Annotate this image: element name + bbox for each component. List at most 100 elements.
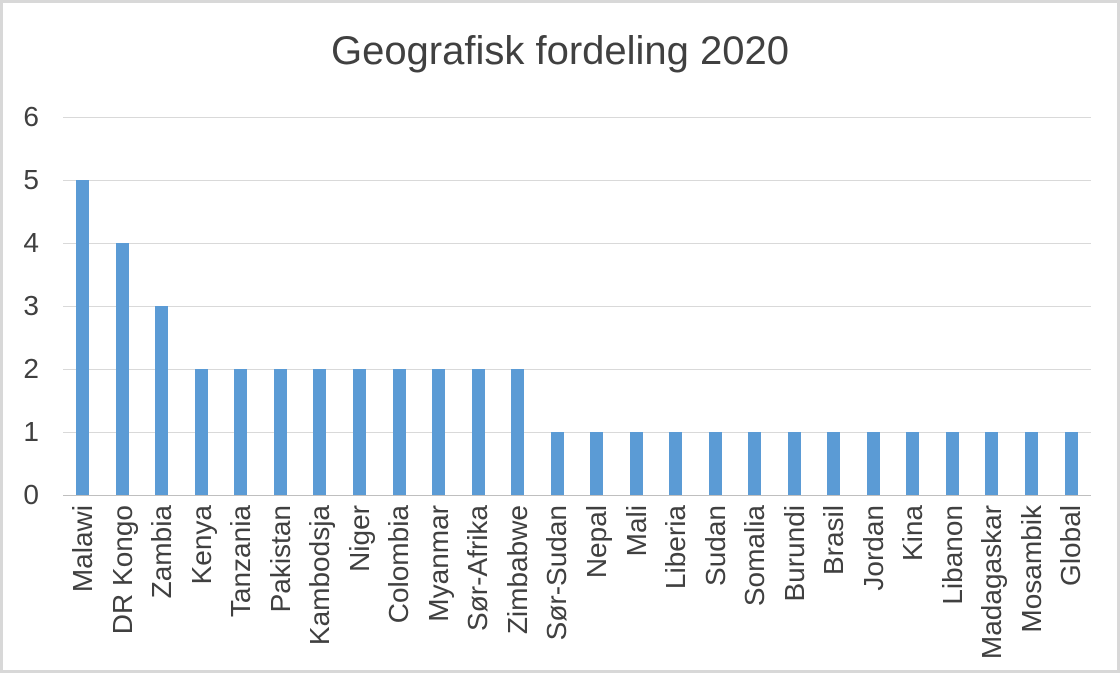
x-tick-label: Libanon	[936, 505, 968, 605]
x-label-slot: Kambodsja	[300, 505, 340, 665]
x-tick-label: Sør-Sudan	[541, 505, 573, 641]
bar-niger	[352, 369, 366, 495]
bar-mali	[629, 432, 643, 495]
bar-slot	[182, 117, 222, 495]
bar-slot	[696, 117, 736, 495]
x-tick-label: Liberia	[660, 505, 692, 590]
y-tick-label-6: 6	[23, 101, 39, 132]
bar-slot	[221, 117, 261, 495]
x-label-slot: Tanzania	[221, 505, 261, 665]
x-tick-label: Pakistan	[264, 505, 296, 613]
x-tick-label: Mosambik	[1015, 505, 1047, 633]
x-label-slot: Libanon	[933, 505, 973, 665]
x-label-slot: Somalia	[735, 505, 775, 665]
bar-colombia	[392, 369, 406, 495]
x-tick-label: Madagaskar	[976, 505, 1008, 660]
bar-libanon	[945, 432, 959, 495]
x-label-slot: Zimbabwe	[498, 505, 538, 665]
bar-slot	[656, 117, 696, 495]
bar-kenya	[194, 369, 208, 495]
bar-malawi	[76, 180, 90, 495]
x-label-slot: Sør-Afrika	[458, 505, 498, 665]
gridline-5	[63, 180, 1091, 181]
x-label-slot: Zambia	[142, 505, 182, 665]
y-tick-label-0: 0	[23, 479, 39, 510]
bar-burundi	[787, 432, 801, 495]
bar-slot	[893, 117, 933, 495]
x-label-slot: Brasil	[814, 505, 854, 665]
bar-slot	[537, 117, 577, 495]
y-tick-label-4: 4	[23, 227, 39, 258]
x-label-slot: Nepal	[577, 505, 617, 665]
x-tick-label: Kina	[897, 505, 929, 562]
x-label-slot: Mosambik	[1012, 505, 1052, 665]
bar-slot	[458, 117, 498, 495]
x-tick-label: Global	[1055, 505, 1087, 586]
x-tick-label: Sudan	[699, 505, 731, 586]
x-tick-label: Nepal	[580, 505, 612, 579]
y-tick-label-2: 2	[23, 353, 39, 384]
x-label-slot: Burundi	[775, 505, 815, 665]
x-label-slot: Madagaskar	[972, 505, 1012, 665]
bar-tanzania	[234, 369, 248, 495]
x-label-slot: DR Kongo	[103, 505, 143, 665]
x-tick-label: Tanzania	[225, 505, 257, 618]
y-tick-label-3: 3	[23, 290, 39, 321]
x-tick-label: Brasil	[818, 505, 850, 576]
gridline-6	[63, 117, 1091, 118]
y-axis-labels: 0 1 2 3 4 5 6	[3, 102, 45, 510]
gridline-1	[63, 432, 1091, 433]
bar-slot	[498, 117, 538, 495]
bar-kambodsja	[313, 369, 327, 495]
bar-mosambik	[1025, 432, 1039, 495]
bar-slot	[972, 117, 1012, 495]
x-tick-label: Niger	[343, 505, 375, 572]
bar-slot	[814, 117, 854, 495]
x-label-slot: Sudan	[696, 505, 736, 665]
x-tick-label: Zimbabwe	[501, 505, 533, 635]
bar-dr-kongo	[115, 243, 129, 495]
bar-nepal	[590, 432, 604, 495]
x-label-slot: Jordan	[854, 505, 894, 665]
x-label-slot: Colombia	[379, 505, 419, 665]
plot-area	[63, 117, 1091, 496]
x-tick-label: Jordan	[857, 505, 889, 591]
gridline-3	[63, 306, 1091, 307]
bar-zimbabwe	[511, 369, 525, 495]
bar-slot	[616, 117, 656, 495]
bar-liberia	[669, 432, 683, 495]
bar-slot	[63, 117, 103, 495]
x-label-slot: Kenya	[182, 505, 222, 665]
x-axis-labels: Malawi DR Kongo Zambia Kenya Tanzania Pakista…	[63, 505, 1091, 665]
y-tick-label-1: 1	[23, 416, 39, 447]
bar-slot	[1051, 117, 1091, 495]
x-label-slot: Kina	[893, 505, 933, 665]
x-tick-label: DR Kongo	[106, 505, 138, 635]
bar-somalia	[748, 432, 762, 495]
x-tick-label: Kenya	[185, 505, 217, 585]
x-label-slot: Pakistan	[261, 505, 301, 665]
x-tick-label: Somalia	[739, 505, 771, 607]
bar-slot	[379, 117, 419, 495]
bar-slot	[142, 117, 182, 495]
bar-slot	[1012, 117, 1052, 495]
y-tick-label-5: 5	[23, 164, 39, 195]
bar-pakistan	[273, 369, 287, 495]
bar-madagaskar	[985, 432, 999, 495]
bar-slot	[103, 117, 143, 495]
bar-sudan	[708, 432, 722, 495]
gridline-2	[63, 369, 1091, 370]
x-label-slot: Global	[1051, 505, 1091, 665]
x-label-slot: Myanmar	[419, 505, 459, 665]
bar-slot	[933, 117, 973, 495]
x-tick-label: Colombia	[383, 505, 415, 624]
x-label-slot: Sør-Sudan	[537, 505, 577, 665]
x-tick-label: Kambodsja	[304, 505, 336, 646]
bar-sør-sudan	[550, 432, 564, 495]
bar-zambia	[155, 306, 169, 495]
bars-container	[63, 117, 1091, 495]
x-label-slot: Malawi	[63, 505, 103, 665]
x-label-slot: Mali	[616, 505, 656, 665]
